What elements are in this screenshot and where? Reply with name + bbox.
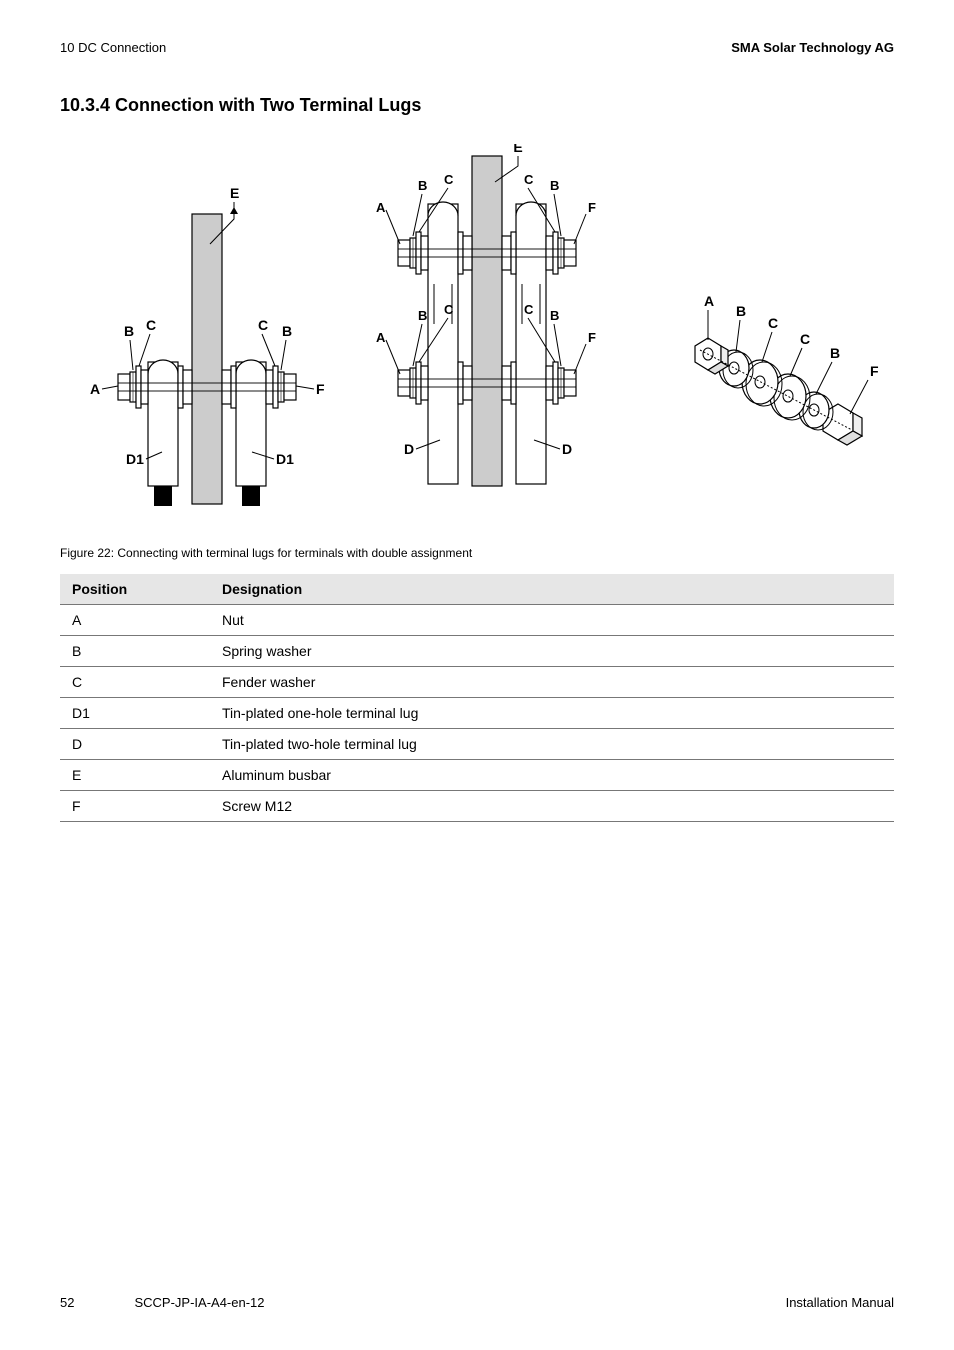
cell-position: E <box>60 760 210 791</box>
table-row: BSpring washer <box>60 636 894 667</box>
cell-position: B <box>60 636 210 667</box>
table-row: FScrew M12 <box>60 791 894 822</box>
table-row: D1Tin-plated one-hole terminal lug <box>60 698 894 729</box>
svg-text:F: F <box>870 363 879 379</box>
terminal-lug-diagram: E B C C B A F D1 D1 <box>60 144 894 534</box>
cell-designation: Aluminum busbar <box>210 760 894 791</box>
cell-designation: Fender washer <box>210 667 894 698</box>
section-heading: 10.3.4 Connection with Two Terminal Lugs <box>60 95 894 116</box>
header-brand: SMA Solar Technology AG <box>731 40 894 55</box>
cell-designation: Screw M12 <box>210 791 894 822</box>
cell-designation: Nut <box>210 605 894 636</box>
position-designation-table: Position Designation ANut BSpring washer… <box>60 574 894 822</box>
svg-text:B: B <box>418 178 427 193</box>
col-header-position: Position <box>60 574 210 605</box>
figure-caption: Figure 22: Connecting with terminal lugs… <box>60 546 894 560</box>
svg-text:C: C <box>444 172 454 187</box>
cell-designation: Spring washer <box>210 636 894 667</box>
svg-text:B: B <box>124 323 134 339</box>
svg-text:A: A <box>704 293 714 309</box>
page-number: 52 <box>60 1295 74 1310</box>
svg-text:C: C <box>524 302 534 317</box>
svg-text:C: C <box>768 315 778 331</box>
cell-position: F <box>60 791 210 822</box>
cell-position: C <box>60 667 210 698</box>
svg-text:D: D <box>562 441 572 457</box>
manual-type: Installation Manual <box>786 1295 894 1310</box>
svg-text:B: B <box>550 178 559 193</box>
table-row: EAluminum busbar <box>60 760 894 791</box>
svg-text:C: C <box>444 302 454 317</box>
svg-text:F: F <box>588 330 596 345</box>
table-header-row: Position Designation <box>60 574 894 605</box>
svg-text:F: F <box>316 381 325 397</box>
col-header-designation: Designation <box>210 574 894 605</box>
svg-text:A: A <box>376 200 386 215</box>
svg-text:F: F <box>588 200 596 215</box>
cell-position: A <box>60 605 210 636</box>
svg-text:B: B <box>282 323 292 339</box>
page-header: 10 DC Connection SMA Solar Technology AG <box>60 40 894 55</box>
table-row: CFender washer <box>60 667 894 698</box>
header-section: 10 DC Connection <box>60 40 166 55</box>
cell-designation: Tin-plated one-hole terminal lug <box>210 698 894 729</box>
svg-text:D1: D1 <box>276 451 294 467</box>
svg-text:C: C <box>800 331 810 347</box>
cell-position: D <box>60 729 210 760</box>
svg-text:B: B <box>550 308 559 323</box>
svg-text:E: E <box>230 185 239 201</box>
svg-text:D1: D1 <box>126 451 144 467</box>
svg-text:E: E <box>513 144 522 155</box>
svg-text:B: B <box>830 345 840 361</box>
svg-text:B: B <box>736 303 746 319</box>
svg-text:B: B <box>418 308 427 323</box>
table-row: ANut <box>60 605 894 636</box>
svg-text:D: D <box>404 441 414 457</box>
svg-text:C: C <box>524 172 534 187</box>
svg-text:C: C <box>146 317 156 333</box>
page-footer: 52 SCCP-JP-IA-A4-en-12 Installation Manu… <box>60 1295 894 1310</box>
svg-text:C: C <box>258 317 268 333</box>
cell-designation: Tin-plated two-hole terminal lug <box>210 729 894 760</box>
svg-text:A: A <box>376 330 386 345</box>
document-id: SCCP-JP-IA-A4-en-12 <box>134 1295 264 1310</box>
cell-position: D1 <box>60 698 210 729</box>
svg-text:A: A <box>90 381 100 397</box>
table-row: DTin-plated two-hole terminal lug <box>60 729 894 760</box>
